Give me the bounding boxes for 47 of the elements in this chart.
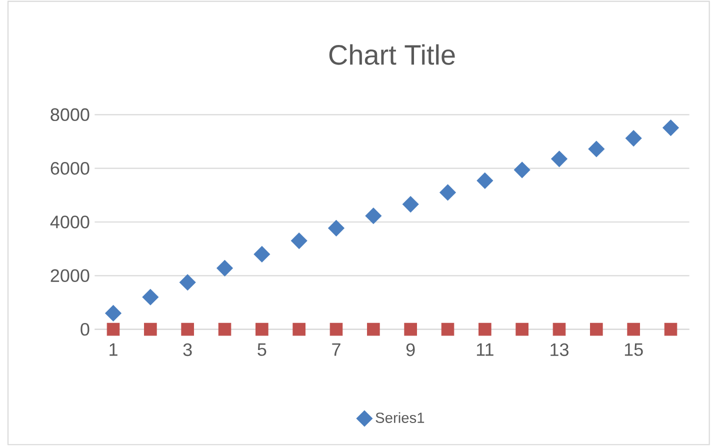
point: [627, 322, 640, 336]
point: [588, 140, 605, 158]
point: [290, 232, 308, 249]
point: [664, 322, 678, 336]
point: [476, 172, 494, 189]
x-tick-label: 5: [258, 343, 266, 356]
x-tick-label: 11: [476, 343, 494, 356]
point: [106, 322, 120, 336]
point: [367, 322, 380, 336]
y-tick-label: 2000: [50, 269, 90, 282]
y-tick-label: 8000: [50, 108, 90, 122]
point: [552, 322, 566, 336]
y-tick-label: 4000: [50, 216, 90, 228]
point: [330, 322, 343, 336]
legend-label: Series1: [376, 412, 424, 423]
chart-title: Chart Title: [329, 44, 455, 65]
point: [625, 130, 642, 146]
point: [292, 322, 306, 336]
x-tick-label: 13: [550, 343, 568, 356]
y-tick-label: 0: [80, 322, 90, 336]
point: [254, 246, 270, 262]
x-tick-label: 9: [406, 343, 415, 356]
point: [516, 322, 528, 336]
point: [590, 322, 603, 336]
point: [179, 274, 196, 291]
x-tick-label: 7: [332, 343, 340, 356]
point: [216, 260, 233, 276]
point: [142, 288, 159, 306]
point: [662, 120, 679, 136]
y-tick-label: 6000: [50, 162, 90, 175]
point: [328, 220, 344, 236]
point: [144, 322, 157, 336]
point: [441, 322, 454, 336]
x-tick-label: 1: [110, 343, 118, 356]
point: [478, 322, 492, 336]
point: [218, 322, 232, 336]
point: [514, 162, 530, 178]
point: [365, 208, 382, 224]
x-tick-label: 15: [624, 343, 643, 356]
point: [105, 305, 122, 322]
x-tick-label: 3: [183, 343, 192, 356]
point: [402, 196, 419, 212]
point: [256, 322, 268, 336]
point: [181, 322, 194, 336]
point: [404, 322, 417, 336]
point: [440, 184, 456, 201]
point: [551, 150, 568, 168]
